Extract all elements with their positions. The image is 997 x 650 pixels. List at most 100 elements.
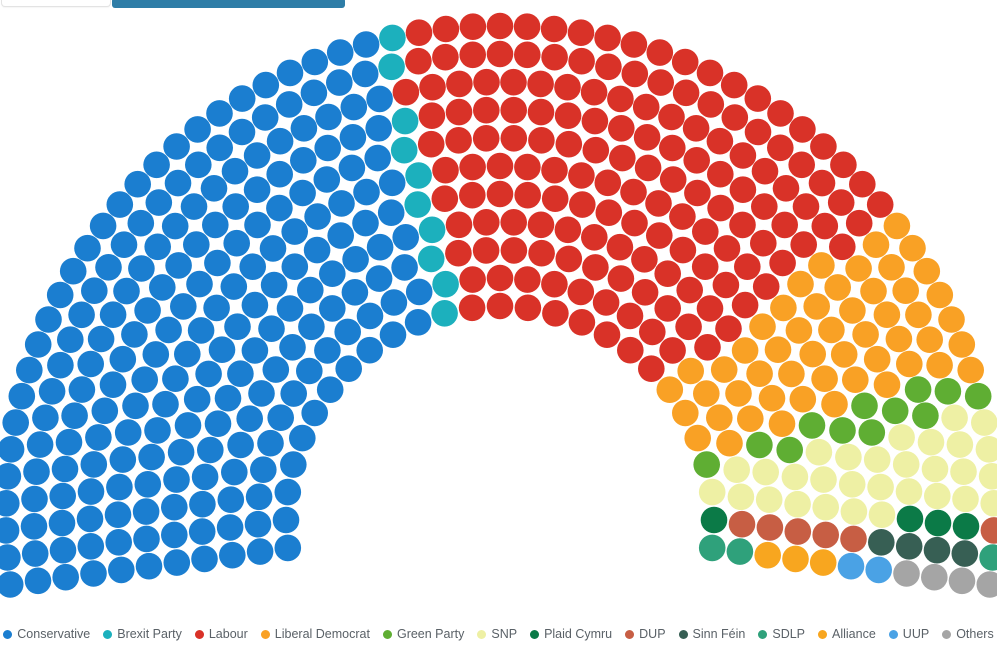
seat-dot <box>203 294 230 322</box>
legend-item-alliance[interactable]: Alliance <box>818 625 876 643</box>
legend-item-labour[interactable]: Labour <box>194 625 248 643</box>
seat-dot <box>241 337 269 364</box>
legend-label: Green Party <box>396 627 465 641</box>
seat-dot <box>162 365 189 393</box>
legend-item-green-party[interactable]: Green Party <box>382 625 465 643</box>
seat-dot <box>163 133 190 160</box>
seat-dot <box>542 300 569 327</box>
seat-dot <box>472 125 500 152</box>
seat-dot <box>353 178 380 206</box>
legend-item-sdlp[interactable]: SDLP <box>758 625 805 643</box>
seat-dot <box>710 356 738 383</box>
seat-dot <box>432 270 459 298</box>
seat-dot <box>896 350 923 378</box>
seat-dot <box>514 153 541 181</box>
seat-dot <box>683 147 710 174</box>
seat-dot <box>926 281 954 309</box>
seat-dot <box>0 544 21 571</box>
seat-dot <box>808 252 835 279</box>
tab-inactive[interactable] <box>1 0 111 7</box>
seat-dot <box>888 424 915 451</box>
legend-label: Plaid Cymru <box>544 627 613 641</box>
seat-dot <box>818 316 845 344</box>
tab-active[interactable] <box>112 0 345 8</box>
seat-dot <box>473 68 500 96</box>
seat-dot <box>634 154 662 182</box>
seat-dot <box>405 47 432 75</box>
seat-dot <box>744 85 772 112</box>
seat-dot <box>594 169 622 197</box>
parliament-chart <box>0 12 997 598</box>
legend-item-liberal-democrat[interactable]: Liberal Democrat <box>260 625 370 643</box>
legend-item-brexit-party[interactable]: Brexit Party <box>103 625 182 643</box>
seat-dot <box>514 294 542 322</box>
seat-dot <box>280 451 307 478</box>
seat-dot <box>842 366 869 394</box>
seat-dot <box>165 252 192 279</box>
seat-dot <box>243 142 271 169</box>
seat-dot <box>473 209 500 236</box>
seat-dot <box>418 216 446 244</box>
seat-dot <box>607 265 635 292</box>
seat-dot <box>580 78 608 106</box>
legend-item-uup[interactable]: UUP <box>888 625 929 643</box>
legend-item-conservative[interactable]: Conservative <box>3 625 90 643</box>
seat-dot <box>756 514 784 541</box>
seat-dot <box>778 360 805 388</box>
seat-dot <box>810 133 837 160</box>
seat-dot <box>595 199 623 226</box>
legend-item-sinn-f-in[interactable]: Sinn Féin <box>678 625 745 643</box>
legend-dot <box>3 629 13 639</box>
seat-dot <box>609 144 636 172</box>
legend-item-others[interactable]: Others <box>942 625 994 643</box>
seat-dot <box>500 237 528 264</box>
legend-label: SNP <box>491 627 518 641</box>
seat-dot <box>976 571 997 598</box>
legend-item-dup[interactable]: DUP <box>625 625 666 643</box>
seat-dot <box>144 233 171 261</box>
seat-dot <box>281 218 309 245</box>
seat-dot <box>923 536 951 564</box>
seat-dot <box>486 292 514 320</box>
seat-dot <box>672 79 700 107</box>
seat-dot <box>528 239 555 267</box>
seat-dot <box>924 509 952 537</box>
seat-dot <box>829 417 856 444</box>
seat-dot <box>671 48 699 76</box>
seat-dot <box>183 385 211 413</box>
seat-dot <box>49 536 77 564</box>
seat-dot <box>527 98 555 126</box>
seat-dot <box>729 211 756 239</box>
seat-dot <box>114 419 142 446</box>
legend-dot <box>103 629 113 639</box>
seat-dot <box>227 360 254 388</box>
legend-item-plaid-cymru[interactable]: Plaid Cymru <box>530 625 612 643</box>
seat-dot <box>913 257 941 285</box>
seat-dot <box>46 281 74 309</box>
seat-dot <box>952 485 979 513</box>
seat-dot <box>809 549 837 576</box>
seat-dot <box>684 424 711 452</box>
seat-dot <box>95 253 122 281</box>
seat-dot <box>239 253 266 280</box>
seat-dot <box>319 260 346 288</box>
seat-dot <box>164 169 192 197</box>
seat-dot <box>758 384 786 412</box>
seat-dot <box>827 189 855 216</box>
seat-dot <box>356 302 384 330</box>
seat-dot <box>274 534 302 562</box>
seat-dot <box>377 199 405 226</box>
seat-dot <box>417 130 445 158</box>
seat-dot <box>315 103 342 131</box>
seat-dot <box>335 355 363 383</box>
legend-dot <box>625 629 635 639</box>
legend-item-snp[interactable]: SNP <box>477 625 517 643</box>
seat-dot <box>821 390 848 418</box>
seat-dot <box>0 517 20 544</box>
seat-dot <box>366 233 394 261</box>
seat-dot <box>582 136 610 164</box>
seat-dot <box>113 277 140 305</box>
legend-dot <box>678 629 688 639</box>
seat-dot <box>189 490 216 518</box>
seat-dot <box>554 73 581 101</box>
